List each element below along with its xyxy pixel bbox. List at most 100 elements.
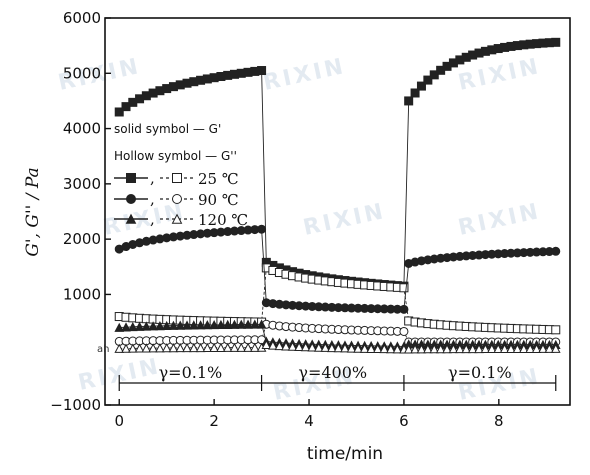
data-point	[281, 341, 291, 351]
data-point	[320, 342, 331, 352]
data-point	[202, 320, 213, 330]
plot-border	[104, 17, 571, 406]
data-point	[531, 343, 542, 353]
legend-label: 120 ℃	[198, 211, 248, 229]
data-point	[202, 342, 213, 353]
data-point	[161, 343, 172, 353]
y-axis-title: G', G'' / Pa	[23, 167, 43, 256]
data-point	[148, 321, 158, 331]
data-point	[551, 37, 561, 47]
data-point	[518, 343, 529, 353]
data-point	[216, 342, 226, 352]
data-point	[442, 344, 452, 354]
legend-entry: , 25 ℃	[114, 169, 239, 188]
watermark-text: RIXIN	[456, 199, 543, 241]
y-tick-label: 4000	[63, 120, 101, 138]
data-point	[274, 340, 285, 351]
data-point	[474, 343, 484, 354]
plot-frame	[104, 17, 571, 406]
legend-solid-note: solid symbol — G'	[114, 122, 221, 136]
legend-hollow-note: Hollow symbol — G''	[114, 149, 237, 163]
data-point	[257, 66, 267, 76]
series-line	[119, 228, 556, 310]
x-tick-label: 8	[494, 412, 504, 430]
data-point	[550, 343, 561, 353]
data-point	[385, 344, 396, 354]
y-tick-label: 2000	[63, 230, 101, 248]
data-point	[480, 343, 491, 354]
data-point	[416, 344, 427, 354]
data-point	[359, 343, 370, 353]
data-point	[188, 320, 199, 330]
data-point	[134, 321, 145, 331]
phase-label: γ=0.1%	[448, 363, 512, 382]
data-point	[399, 326, 409, 336]
data-point	[429, 70, 439, 80]
axis-ticks: −1000 1000 2000 3000 4000 5000 6000 0 2 4 6 8	[50, 9, 503, 430]
data-point	[168, 320, 179, 330]
data-point	[410, 344, 420, 354]
data-point	[249, 319, 260, 329]
data-point	[134, 343, 145, 353]
data-point	[141, 321, 152, 331]
data-point	[114, 322, 125, 332]
legend-label: 25 ℃	[198, 170, 239, 188]
data-point	[423, 344, 433, 354]
watermark-text: RIXIN	[261, 54, 348, 96]
data-point	[161, 320, 172, 331]
data-point	[256, 319, 267, 329]
data-point	[416, 81, 426, 91]
data-point	[379, 343, 390, 354]
data-point	[182, 342, 192, 353]
data-point	[243, 319, 253, 329]
x-tick-label: 0	[114, 412, 124, 430]
legend-comma: ,	[150, 169, 155, 187]
data-point	[366, 343, 376, 353]
series-circle-storage	[114, 224, 561, 314]
data-point	[127, 321, 138, 332]
small-label-ah: ah	[97, 344, 109, 355]
data-point	[333, 343, 344, 353]
phase-label: γ=0.1%	[159, 363, 223, 382]
data-point	[461, 343, 472, 354]
data-point	[544, 343, 555, 353]
data-point	[493, 343, 504, 354]
legend-hollow-marker	[172, 173, 182, 183]
data-point	[294, 341, 304, 352]
data-point	[229, 319, 240, 329]
x-tick-label: 4	[304, 412, 314, 430]
series-triangle-loss	[114, 339, 561, 354]
data-point	[410, 88, 420, 98]
series-square-loss	[114, 263, 561, 335]
data-point	[429, 344, 440, 354]
x-tick-label: 6	[399, 412, 409, 430]
data-point	[155, 343, 165, 353]
legend: solid symbol — G' Hollow symbol — G'', 25 …	[114, 122, 248, 229]
data-point	[327, 342, 337, 353]
data-point	[300, 342, 311, 352]
data-series	[114, 37, 561, 354]
legend-label: 90 ℃	[198, 191, 239, 209]
data-point	[353, 343, 363, 353]
data-point	[236, 319, 247, 329]
data-point	[392, 344, 403, 354]
legend-entry: , 90 ℃	[114, 190, 239, 209]
data-point	[268, 340, 278, 350]
data-point	[168, 343, 179, 353]
data-point	[209, 342, 219, 352]
data-point	[455, 343, 465, 354]
data-point	[435, 344, 446, 354]
data-point	[148, 343, 158, 353]
legend-comma: ,	[150, 210, 155, 228]
data-point	[141, 343, 152, 353]
phase-annotations: γ=0.1% γ=400% γ=0.1%	[118, 363, 557, 391]
data-point	[261, 339, 272, 350]
data-point	[188, 342, 199, 353]
data-point	[155, 321, 165, 331]
data-point	[307, 342, 318, 352]
data-point	[216, 319, 226, 330]
data-point	[506, 343, 516, 353]
legend-comma: ,	[150, 190, 155, 208]
data-point	[448, 343, 459, 354]
